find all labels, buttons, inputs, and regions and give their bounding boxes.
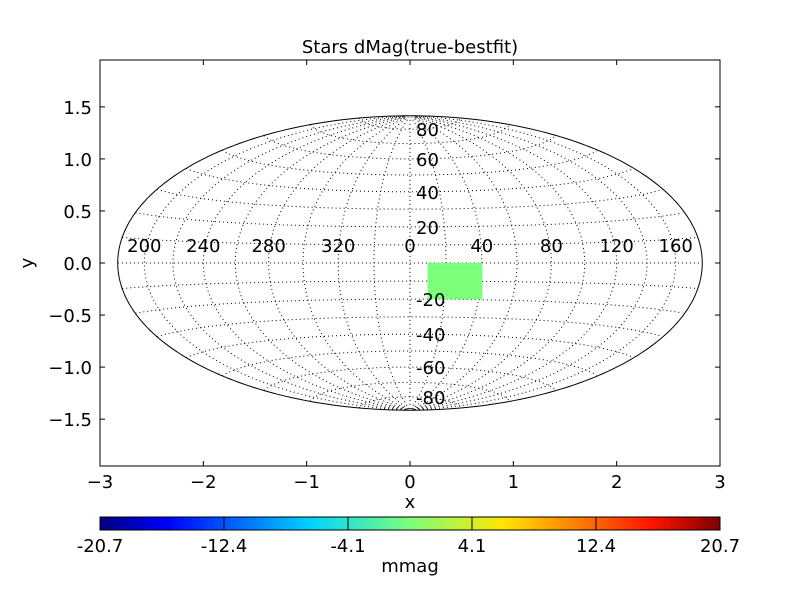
meridian-label: 0 <box>404 236 415 257</box>
x-axis: −3 −2 −1 0 1 2 3 <box>87 60 726 493</box>
meridian-line <box>302 116 408 410</box>
y-tick-label: 1.5 <box>63 98 92 119</box>
plot-area: 200 240 280 320 0 40 80 120 160 80 60 40 20 -20 -40 -60… <box>117 115 703 411</box>
parallel-label: 20 <box>416 218 439 239</box>
meridian-line <box>414 115 618 411</box>
colorbar-tick-label: 20.7 <box>700 536 740 557</box>
meridian-line <box>202 115 406 411</box>
x-tick-label: −2 <box>190 472 217 493</box>
meridian-line <box>172 115 406 411</box>
meridian-label: 200 <box>127 236 161 257</box>
meridian-line <box>337 116 409 410</box>
colorbar-tick-label: -20.7 <box>77 536 124 557</box>
x-tick-label: 2 <box>611 472 622 493</box>
parallel-label: -60 <box>416 358 445 379</box>
colorbar-tick-label: 4.1 <box>458 536 487 557</box>
parallel-label: -20 <box>416 290 445 311</box>
x-tick-label: 0 <box>404 472 415 493</box>
meridian-line <box>412 116 518 410</box>
parallel-label: -80 <box>416 388 445 409</box>
y-tick-label: 1.0 <box>63 150 92 171</box>
meridian-label: 240 <box>186 236 220 257</box>
parallel-line <box>185 167 633 193</box>
y-tick-label: −0.5 <box>48 306 92 327</box>
parallel-label: 60 <box>416 150 439 171</box>
y-axis-label: y <box>17 257 38 268</box>
parallel-line <box>263 135 556 160</box>
meridian-line <box>143 115 406 411</box>
meridian-label: 160 <box>659 236 693 257</box>
parallel-label: 40 <box>416 183 439 204</box>
x-tick-label: −3 <box>87 472 114 493</box>
y-tick-label: 0.0 <box>63 254 92 275</box>
parallel-line <box>309 381 511 402</box>
parallel-label: 80 <box>416 120 439 141</box>
parallel-line <box>156 316 662 338</box>
x-tick-label: 1 <box>508 472 519 493</box>
colorbar-label: mmag <box>381 556 439 577</box>
meridian-label: 320 <box>321 236 355 257</box>
colorbar <box>99 516 721 531</box>
colorbar-tick-label: 12.4 <box>576 536 616 557</box>
parallel-line <box>263 366 556 391</box>
parallel-line <box>135 298 683 314</box>
parallel-line <box>185 333 633 359</box>
parallel-label: -40 <box>416 325 445 346</box>
y-axis: 1.5 1.0 0.5 0.0 −0.5 −1.0 −1.5 <box>48 98 720 431</box>
data-region <box>427 263 483 300</box>
meridian-line <box>373 116 410 410</box>
colorbar-tick-label: -4.1 <box>330 536 365 557</box>
parallel-line <box>358 117 462 130</box>
colorbar-ticks: -20.7 -12.4 -4.1 4.1 12.4 20.7 <box>77 517 740 557</box>
colorbar-tick-label: -12.4 <box>201 536 248 557</box>
chart-title: Stars dMag(true-bestfit) <box>302 37 518 58</box>
meridian-label: 80 <box>540 236 563 257</box>
y-tick-label: −1.5 <box>48 410 92 431</box>
meridian-line <box>414 115 677 411</box>
map-boundary <box>117 115 703 411</box>
x-axis-label: x <box>405 492 416 513</box>
meridian-line <box>234 116 407 410</box>
graticule <box>117 115 700 411</box>
meridian-label: 280 <box>251 236 285 257</box>
parallel-line <box>358 396 462 409</box>
parallel-line <box>122 280 696 290</box>
y-tick-label: 0.5 <box>63 202 92 223</box>
graticule-labels: 200 240 280 320 0 40 80 120 160 80 60 40 20 -20 -40 -60… <box>127 120 693 409</box>
meridian-line <box>414 115 648 411</box>
x-tick-label: 3 <box>714 472 725 493</box>
meridian-label: 120 <box>599 236 633 257</box>
y-tick-label: −1.0 <box>48 358 92 379</box>
meridian-label: 40 <box>470 236 493 257</box>
x-tick-label: −1 <box>293 472 320 493</box>
parallel-line <box>221 149 598 176</box>
parallel-line <box>221 350 598 377</box>
parallel-line <box>156 188 662 210</box>
